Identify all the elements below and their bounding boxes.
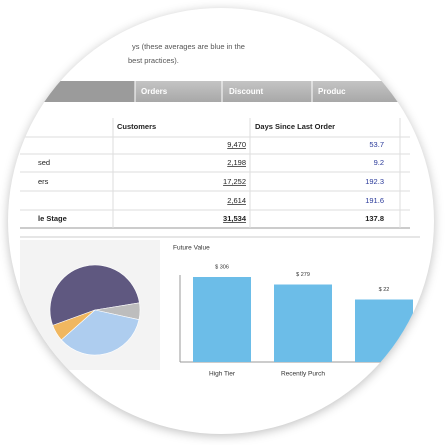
intro-text: best practices). [128,56,179,65]
column-header: Days Since Last Order [255,122,335,131]
customers-cell: 9,470 [227,140,246,149]
customers-cell: 17,252 [223,177,246,186]
tab[interactable]: Orders [141,87,168,96]
tab-bar-left [30,81,135,102]
dashboard: ys (these averages are blue in the best … [20,42,420,378]
intro-text: ys (these averages are blue in the [132,42,245,51]
days-cell: 137.8 [365,214,384,223]
bar [355,299,413,362]
days-cell: 191.6 [365,196,384,205]
bar-value-label: $ 306 [215,264,229,270]
days-cell: 9.2 [374,158,384,167]
bar [274,284,332,362]
bar [193,277,251,362]
tab[interactable]: Produc [318,87,346,96]
bar-value-label: $ 22 [379,287,390,293]
column-header: Customers [117,122,156,131]
days-cell: 192.3 [365,177,384,186]
row-label: sed [38,158,50,167]
customers-cell: 2,198 [227,158,246,167]
bar-value-label: $ 279 [296,272,310,278]
row-label: le Stage [38,214,67,223]
viewport: ys (these averages are blue in the best … [8,8,434,434]
pie-slice [52,309,96,341]
pie-slice [60,309,140,356]
row-label: ers [38,177,49,186]
x-tick-label: Recently Purch [281,371,325,378]
days-cell: 53.7 [369,140,384,149]
pie-slice [49,264,140,326]
chart-title: Future Value [173,245,210,252]
customers-cell: 2,614 [227,196,246,205]
x-tick-label: High Tier [209,371,236,378]
customers-cell: 31,534 [223,214,247,223]
tab[interactable]: Discount [229,87,264,96]
